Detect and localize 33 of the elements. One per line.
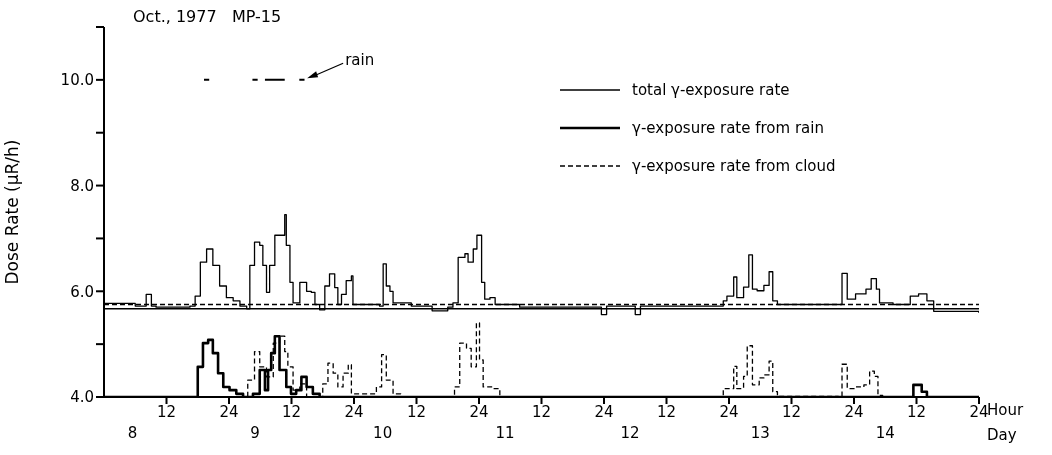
y-tick-label: 8.0 <box>70 176 94 195</box>
x-tick-label: 24 <box>344 402 364 421</box>
y-tick-label: 10.0 <box>60 71 94 90</box>
x2-tick-label: 13 <box>750 423 770 442</box>
y-axis-title: Dose Rate (μR/h) <box>2 139 23 285</box>
x-tick-label: 12 <box>781 402 802 421</box>
x-tick-label: 12 <box>281 402 302 421</box>
x-tick-label: 24 <box>594 402 614 421</box>
annotation: rain <box>345 51 375 70</box>
x2-tick-label: 8 <box>127 423 138 442</box>
x-tick-label: 24 <box>719 402 739 421</box>
x-tick-label: 12 <box>406 402 427 421</box>
x2-axis-title: Day <box>987 426 1017 445</box>
x2-tick-label: 11 <box>495 423 515 442</box>
x-tick-label: 24 <box>469 402 489 421</box>
legend-label: γ-exposure rate from rain <box>632 119 824 138</box>
x-tick-label: 12 <box>656 402 677 421</box>
x-axis-title: Hour <box>987 401 1024 420</box>
x-tick-label: 12 <box>156 402 177 421</box>
x-tick-label: 24 <box>844 402 864 421</box>
x-tick-label: 24 <box>969 402 989 421</box>
chart-title: Oct., 1977 MP-15 <box>133 7 282 26</box>
x-tick-label: 12 <box>531 402 552 421</box>
x2-tick-label: 9 <box>250 423 260 442</box>
legend-label: γ-exposure rate from cloud <box>632 157 836 176</box>
x-tick-label: 24 <box>219 402 239 421</box>
x2-tick-label: 12 <box>620 423 640 442</box>
x2-tick-label: 10 <box>373 423 393 442</box>
x-tick-label: 12 <box>906 402 927 421</box>
legend-label: total γ-exposure rate <box>632 81 790 100</box>
y-tick-label: 4.0 <box>70 388 94 407</box>
x2-tick-label: 14 <box>875 423 895 442</box>
y-tick-label: 6.0 <box>70 282 94 301</box>
